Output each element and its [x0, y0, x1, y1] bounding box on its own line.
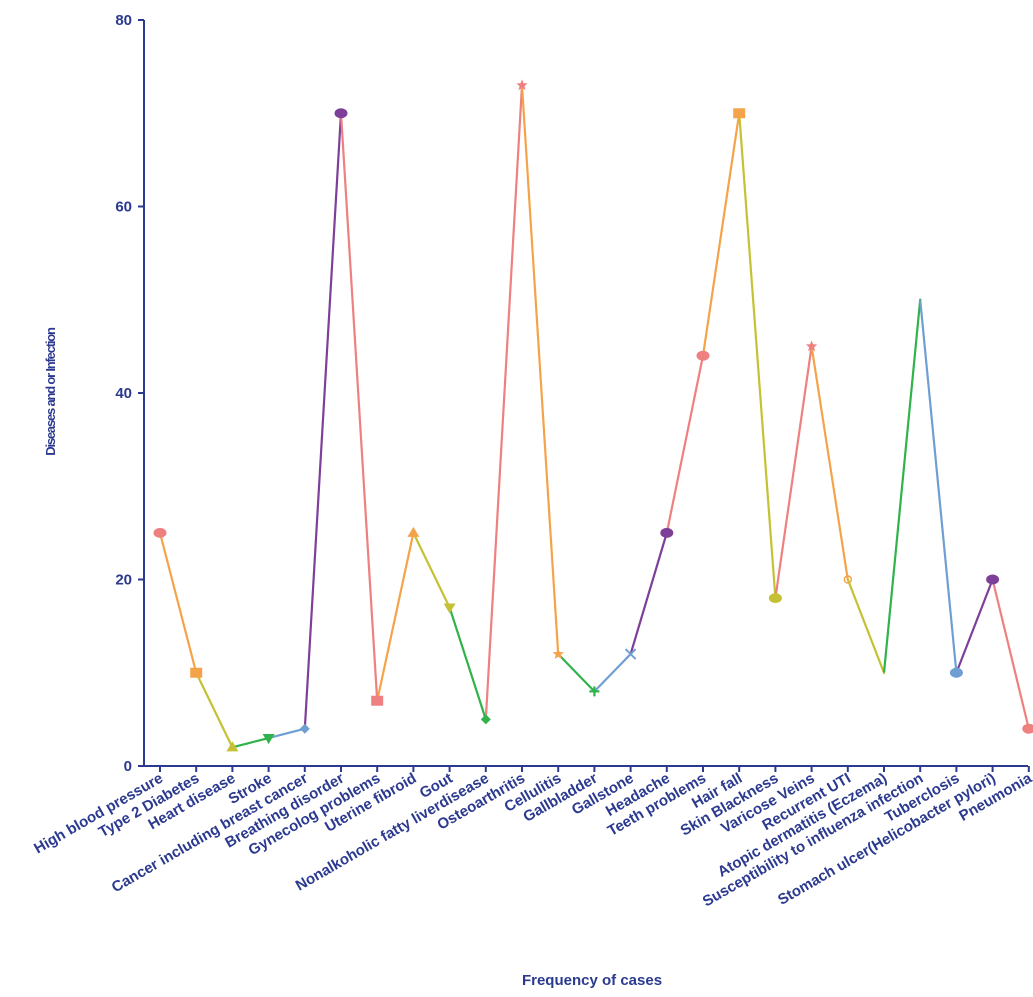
x-axis — [144, 765, 1030, 772]
series-line-segment — [303, 112, 343, 730]
y-tick-label: 40 — [115, 385, 132, 402]
data-point — [516, 79, 528, 91]
series-line-segment — [991, 578, 1030, 730]
data-point — [334, 108, 348, 119]
x-axis-title: Frequency of cases — [522, 972, 662, 989]
series-segments — [158, 84, 1030, 749]
data-point — [768, 593, 782, 604]
data-point — [624, 648, 637, 660]
series-line-segment — [339, 112, 379, 702]
series-line-segment — [448, 606, 487, 721]
data-point — [226, 741, 239, 752]
data-point — [407, 526, 420, 537]
y-tick-label: 0 — [124, 758, 132, 775]
series-line-segment — [593, 652, 632, 693]
y-tick-label: 20 — [115, 572, 132, 589]
data-point — [480, 714, 491, 725]
series-line-segment — [376, 531, 415, 702]
series-line-segment — [520, 84, 560, 656]
data-point — [371, 695, 384, 706]
series-line-segment — [231, 736, 270, 749]
y-axis-title: Diseases and or Infection — [43, 327, 58, 456]
series-line-segment — [267, 727, 306, 740]
y-tick-label: 80 — [115, 12, 132, 29]
data-point — [949, 667, 963, 678]
series-line-segment — [882, 298, 922, 674]
data-point — [660, 527, 674, 538]
series-line-segment — [738, 112, 777, 600]
data-point — [805, 340, 818, 352]
data-point — [262, 734, 275, 745]
data-point — [986, 574, 1000, 585]
series-line-segment — [557, 652, 596, 693]
series-line-segment — [919, 298, 958, 674]
data-point — [919, 298, 921, 301]
data-point — [190, 667, 203, 678]
y-tick-label: 60 — [115, 199, 132, 216]
series-line-segment — [665, 354, 705, 534]
series-line-segment — [701, 112, 741, 357]
series-line-segment — [158, 531, 198, 674]
series-line-segment — [955, 578, 994, 674]
data-point — [443, 603, 456, 614]
series-markers — [153, 79, 1033, 752]
data-point — [552, 648, 564, 659]
data-point — [843, 575, 853, 584]
series-line-segment — [629, 531, 668, 656]
series-line-segment — [412, 531, 451, 609]
data-point — [733, 108, 746, 119]
series-line-segment — [846, 578, 886, 674]
series-line-segment — [810, 345, 849, 581]
data-point — [696, 350, 710, 361]
data-point — [1022, 723, 1033, 734]
data-point — [883, 671, 885, 674]
data-point — [299, 723, 310, 734]
series-line-segment — [195, 671, 234, 749]
series-line-segment — [484, 84, 524, 721]
data-point — [589, 686, 600, 697]
y-axis: 0 20 40 60 80 — [115, 12, 145, 775]
data-point — [153, 527, 167, 538]
series-line-segment — [774, 345, 813, 600]
